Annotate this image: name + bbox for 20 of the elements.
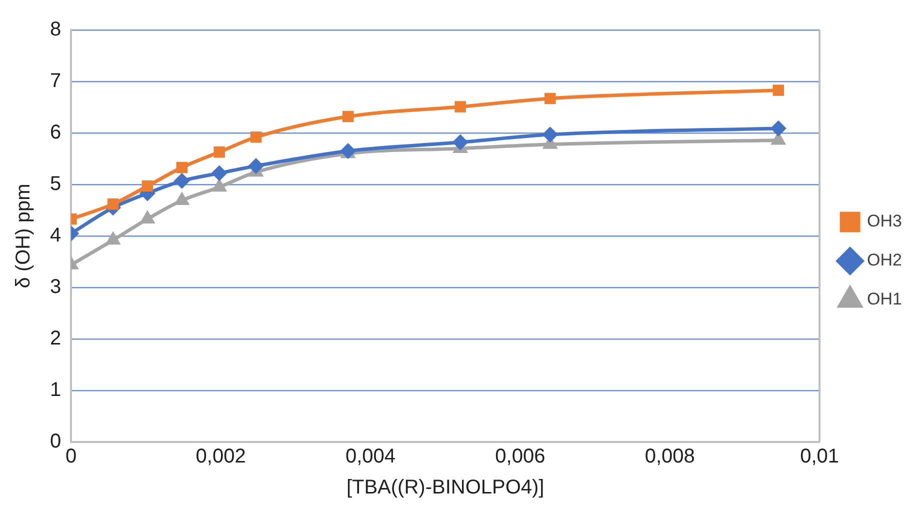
legend-label: OH1 [867, 290, 902, 309]
x-axis-title: [TBA((R)-BINOLPO4)] [346, 476, 544, 499]
y-tick-label: 1 [50, 379, 62, 402]
x-tick-label: 0 [66, 446, 77, 468]
legend-label: OH2 [867, 250, 902, 270]
y-tick-label: 5 [50, 173, 62, 196]
x-tick-label: 0,002 [196, 446, 246, 468]
y-tick-label: 2 [50, 328, 62, 350]
y-tick-label: 8 [50, 18, 62, 41]
legend-label: OH3 [867, 212, 902, 231]
x-tick-label: 0,01 [800, 446, 840, 468]
y-tick-label: 7 [50, 70, 62, 92]
x-tick-label: 0,008 [644, 446, 695, 468]
y-tick-label: 3 [50, 276, 62, 298]
x-tick-label: 0,006 [495, 446, 546, 468]
y-tick-label: 4 [50, 224, 62, 247]
y-tick-label: 0 [50, 430, 62, 453]
x-tick-label: 0,004 [345, 446, 396, 468]
y-tick-label: 6 [50, 122, 62, 144]
y-axis-title: δ (OH) ppm [12, 184, 35, 288]
